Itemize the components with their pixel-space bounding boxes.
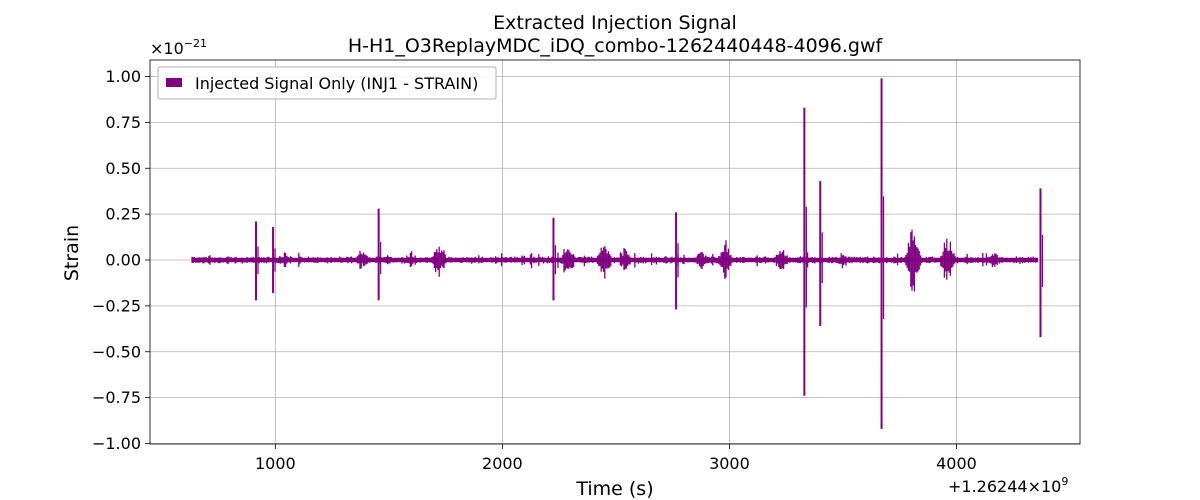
y-axis-ticks: −1.00 −0.75 −0.50 −0.25 0.00 0.25 0.50 0.75 1.00 bbox=[92, 67, 150, 453]
y-tick-label: 0.00 bbox=[105, 251, 141, 270]
legend-swatch bbox=[166, 78, 182, 87]
legend-label: Injected Signal Only (INJ1 - STRAIN) bbox=[195, 74, 478, 93]
y-tick-label: −0.75 bbox=[92, 388, 141, 407]
x-tick-label: 4000 bbox=[936, 454, 977, 473]
y-axis-label: Strain bbox=[61, 225, 83, 281]
y-tick-label: −0.25 bbox=[92, 296, 141, 315]
legend-box bbox=[157, 66, 497, 100]
y-tick-label: −1.00 bbox=[92, 434, 141, 453]
chart-subtitle: H-H1_O3ReplayMDC_iDQ_combo-1262440448-40… bbox=[348, 35, 884, 57]
x-offset-label: +1.26244×109 bbox=[948, 475, 1068, 496]
y-tick-label: −0.50 bbox=[92, 342, 141, 361]
x-tick-label: 3000 bbox=[709, 454, 750, 473]
signal-series bbox=[191, 78, 1044, 429]
x-axis-ticks: 1000 2000 3000 4000 bbox=[255, 444, 977, 473]
noise-core bbox=[192, 257, 1038, 263]
y-tick-label: 0.75 bbox=[105, 113, 141, 132]
chart-title: Extracted Injection Signal bbox=[493, 12, 737, 34]
y-tick-label: 0.50 bbox=[105, 159, 141, 178]
x-tick-label: 2000 bbox=[482, 454, 523, 473]
y-tick-label: 1.00 bbox=[105, 67, 141, 86]
y-tick-label: 0.25 bbox=[105, 205, 141, 224]
x-axis-label: Time (s) bbox=[575, 478, 653, 500]
baseline-noise bbox=[191, 229, 1038, 292]
y-multiplier-label: ×10−21 bbox=[150, 37, 207, 58]
plot-area bbox=[150, 60, 1080, 444]
axes-frame bbox=[149, 59, 1081, 445]
x-tick-label: 1000 bbox=[255, 454, 296, 473]
legend: Injected Signal Only (INJ1 - STRAIN) bbox=[157, 66, 497, 100]
